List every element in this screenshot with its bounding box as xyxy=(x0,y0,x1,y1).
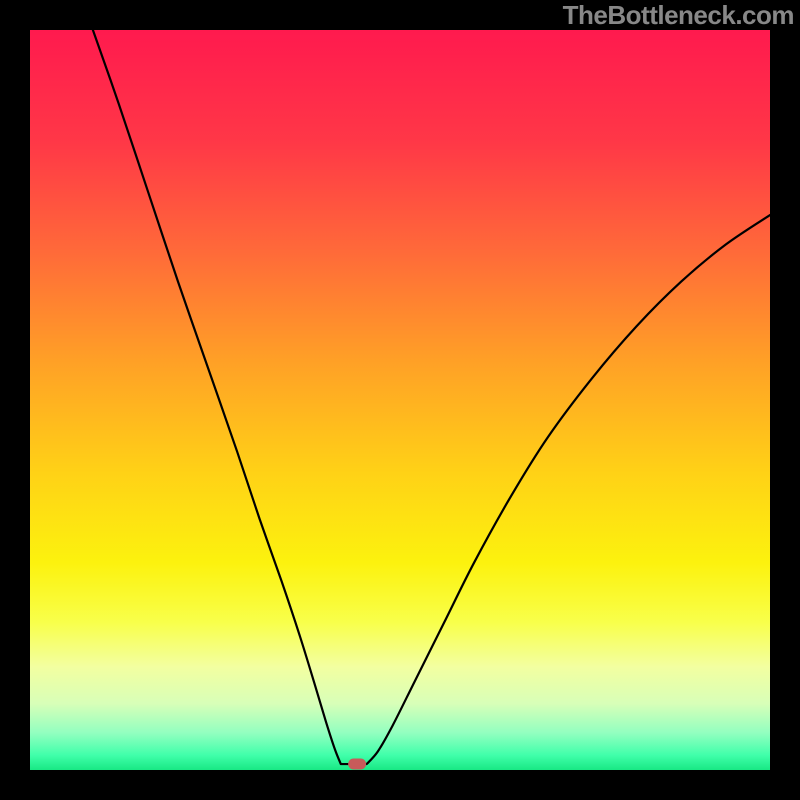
plot-area xyxy=(30,30,770,770)
watermark-text: TheBottleneck.com xyxy=(563,0,794,31)
optimal-marker xyxy=(348,759,366,770)
bottleneck-curve xyxy=(30,30,770,770)
